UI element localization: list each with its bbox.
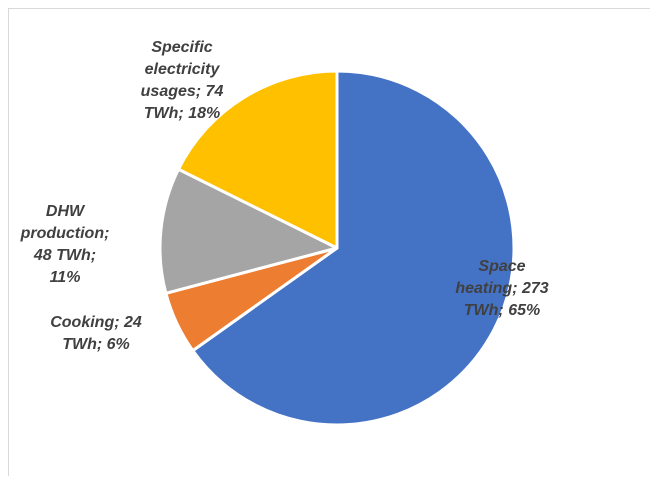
- data-label-specific-electricity-usages: Specific electricity usages; 74 TWh; 18%: [141, 39, 224, 122]
- pie-slices: [158, 69, 516, 427]
- pie-labels: Space heating; 273 TWh; 65% Cooking; 24 TWh;…: [20, 39, 549, 353]
- data-label-space-heating: Space heating; 273 TWh; 65%: [455, 258, 548, 319]
- pie-slice-space-heating: [191, 69, 516, 427]
- pie-slice-dhw-production: [158, 167, 339, 295]
- data-label-dhw-production: DHW production; 48 TWh; 11%: [20, 203, 110, 286]
- chart-frame: [8, 8, 650, 476]
- data-label-cooking: Cooking; 24 TWh; 6%: [50, 314, 142, 353]
- pie-slice-specific-electricity-usages: [176, 69, 339, 250]
